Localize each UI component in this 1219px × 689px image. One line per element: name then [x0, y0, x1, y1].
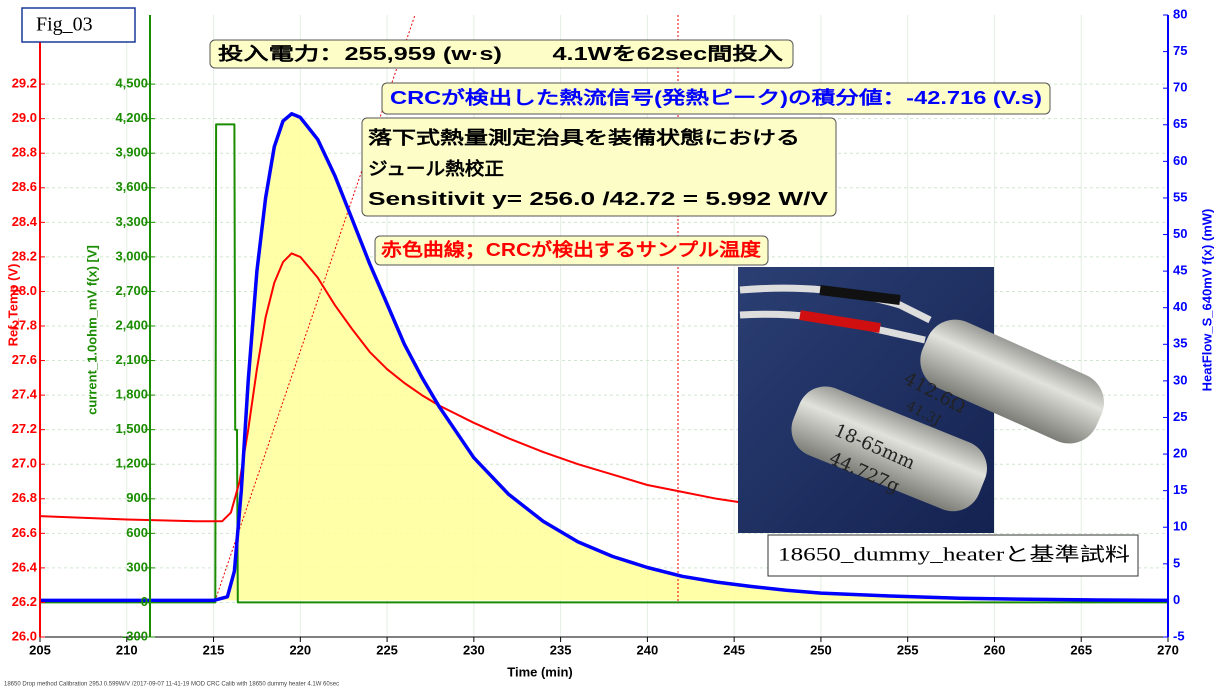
x-tick-label: 240 [637, 642, 659, 657]
y-tick-label: 26.2 [12, 594, 37, 609]
y2-tick-label: 3,900 [115, 145, 148, 160]
y3-tick-label: 75 [1173, 43, 1187, 58]
x-tick-label: 255 [897, 642, 919, 657]
y-tick-label: 29.2 [12, 76, 37, 91]
y-tick-label: 26.4 [12, 559, 38, 574]
y2-tick-label: 900 [126, 490, 148, 505]
y3-axis-title: HeatFlow_S_640mV f(x) (mW) [1199, 209, 1214, 392]
y2-tick-label: 0 [141, 594, 148, 609]
caption: 18650_dummy_heaterと基準試料 [778, 543, 1130, 565]
y2-tick-label: -300 [122, 628, 148, 643]
y3-tick-label: 10 [1173, 519, 1187, 534]
y-tick-label: 27.6 [12, 352, 37, 367]
x-tick-label: 260 [984, 642, 1006, 657]
y3-tick-label: 65 [1173, 116, 1187, 131]
y-tick-label: 27.0 [12, 456, 37, 471]
y2-tick-label: 1,800 [115, 387, 148, 402]
y3-tick-label: 50 [1173, 226, 1187, 241]
y3-tick-label: 30 [1173, 372, 1187, 387]
y-tick-label: 27.2 [12, 421, 37, 436]
x-tick-label: 270 [1157, 642, 1179, 657]
y2-tick-label: 2,700 [115, 283, 148, 298]
annotation: CRCが検出した熱流信号(発熱ピーク)の積分値：-42.716 (V.s) [390, 87, 1042, 108]
footer: 18650 Drop method Calibration 295J 0.599… [4, 682, 339, 688]
y2-tick-label: 1,200 [115, 456, 148, 471]
y3-tick-label: 60 [1173, 153, 1187, 168]
y-tick-label: 26.6 [12, 525, 37, 540]
y3-tick-label: 55 [1173, 189, 1187, 204]
annotation: 投入電力：255,959 (w·s) 4.1Wを62sec間投入 [218, 43, 783, 64]
y3-tick-label: 20 [1173, 445, 1187, 460]
x-tick-label: 250 [810, 642, 832, 657]
y3-tick-label: -5 [1173, 628, 1185, 643]
y2-tick-label: 2,400 [115, 317, 148, 332]
y-tick-label: 28.2 [12, 248, 37, 263]
y-tick-label: 28.8 [12, 145, 37, 160]
y2-axis-title: current_1.0ohm_mV f(x) [V] [84, 245, 99, 415]
y2-tick-label: 2,100 [115, 352, 148, 367]
y-tick-label: 26.0 [12, 628, 37, 643]
y2-tick-label: 600 [126, 525, 148, 540]
x-axis-title: Time (min) [507, 664, 573, 679]
y2-tick-label: 3,000 [115, 248, 148, 263]
y3-tick-label: 15 [1173, 482, 1187, 497]
x-tick-label: 220 [289, 642, 311, 657]
annotation: 落下式熱量測定治具を装備状態における [368, 127, 800, 148]
y2-tick-label: 4,500 [115, 76, 148, 91]
y3-tick-label: 80 [1173, 6, 1187, 21]
y-tick-label: 27.4 [12, 387, 38, 402]
annotation: 赤色曲線；CRCが検出するサンプル温度 [381, 239, 762, 260]
y-tick-label: 28.6 [12, 179, 37, 194]
y3-tick-label: 45 [1173, 263, 1187, 278]
x-tick-label: 230 [463, 642, 485, 657]
figure-label: Fig_03 [36, 14, 93, 36]
y-axis-title: Ref_Temp (V) [5, 264, 20, 347]
y3-tick-label: 70 [1173, 80, 1187, 95]
annotation: ジュール熱校正 [368, 158, 504, 179]
x-tick-label: 215 [203, 642, 225, 657]
y2-tick-label: 1,500 [115, 421, 148, 436]
x-tick-label: 235 [550, 642, 572, 657]
y-tick-label: 29.0 [12, 110, 37, 125]
y-tick-label: 26.8 [12, 490, 37, 505]
x-tick-label: 210 [116, 642, 138, 657]
y3-tick-label: 5 [1173, 555, 1180, 570]
annotation: Sensitivit y= 256.0 /42.72 = 5.992 W/V [368, 189, 828, 209]
x-tick-label: 265 [1070, 642, 1092, 657]
y3-tick-label: 35 [1173, 336, 1187, 351]
y-tick-label: 28.4 [12, 214, 38, 229]
y3-tick-label: 40 [1173, 299, 1187, 314]
y2-tick-label: 4,200 [115, 110, 148, 125]
x-tick-label: 205 [29, 642, 51, 657]
y2-tick-label: 3,300 [115, 214, 148, 229]
x-tick-label: 245 [723, 642, 745, 657]
chart: 2052102152202252302352402452502552602652… [0, 0, 1219, 689]
y2-tick-label: 300 [126, 559, 148, 574]
x-tick-label: 225 [376, 642, 398, 657]
y3-tick-label: 0 [1173, 592, 1180, 607]
y2-tick-label: 3,600 [115, 179, 148, 194]
y3-tick-label: 25 [1173, 409, 1187, 424]
